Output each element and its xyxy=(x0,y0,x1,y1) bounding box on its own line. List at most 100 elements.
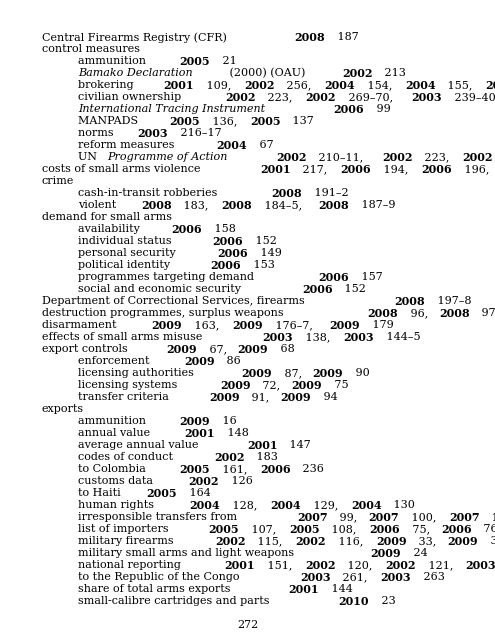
Text: 94: 94 xyxy=(320,392,338,402)
Text: 2002: 2002 xyxy=(342,68,372,79)
Text: 136,: 136, xyxy=(209,116,241,126)
Text: 2005: 2005 xyxy=(289,524,320,535)
Text: 76: 76 xyxy=(481,524,495,534)
Text: 2009: 2009 xyxy=(447,536,478,547)
Text: 194,: 194, xyxy=(380,164,412,174)
Text: destruction programmes, surplus weapons: destruction programmes, surplus weapons xyxy=(42,308,294,318)
Text: irresponsible transfers from: irresponsible transfers from xyxy=(78,512,248,522)
Text: political identity: political identity xyxy=(78,260,181,270)
Text: (2000) (OAU): (2000) (OAU) xyxy=(226,68,316,78)
Text: 2008: 2008 xyxy=(395,296,425,307)
Text: reform measures: reform measures xyxy=(78,140,185,150)
Text: 2009: 2009 xyxy=(370,548,401,559)
Text: share of total arms exports: share of total arms exports xyxy=(78,584,241,594)
Text: programmes targeting demand: programmes targeting demand xyxy=(78,272,264,282)
Text: 2009: 2009 xyxy=(166,344,197,355)
Text: 184–5,: 184–5, xyxy=(261,200,306,210)
Text: 2003: 2003 xyxy=(343,332,374,343)
Text: 2009: 2009 xyxy=(291,380,322,391)
Text: 2008: 2008 xyxy=(222,200,252,211)
Text: availability: availability xyxy=(78,224,150,234)
Text: disarmament: disarmament xyxy=(42,320,127,330)
Text: 68: 68 xyxy=(277,344,295,354)
Text: 2005: 2005 xyxy=(208,524,239,535)
Text: 91,: 91, xyxy=(248,392,273,402)
Text: costs of small arms violence: costs of small arms violence xyxy=(42,164,211,174)
Text: ammunition: ammunition xyxy=(78,56,156,66)
Text: 2009: 2009 xyxy=(241,368,272,379)
Text: Central Firearms Registry (CFR): Central Firearms Registry (CFR) xyxy=(42,32,238,43)
Text: exports: exports xyxy=(42,404,84,414)
Text: annual value: annual value xyxy=(78,428,160,438)
Text: 2002: 2002 xyxy=(385,560,416,571)
Text: 269–70,: 269–70, xyxy=(345,92,396,102)
Text: individual status: individual status xyxy=(78,236,182,246)
Text: 130: 130 xyxy=(391,500,415,510)
Text: 2005: 2005 xyxy=(169,116,200,127)
Text: 2002: 2002 xyxy=(214,452,245,463)
Text: 2008: 2008 xyxy=(141,200,172,211)
Text: enforcement: enforcement xyxy=(78,356,160,366)
Text: 90: 90 xyxy=(352,368,370,378)
Text: 2004: 2004 xyxy=(190,500,220,511)
Text: list of importers: list of importers xyxy=(78,524,179,534)
Text: 2003: 2003 xyxy=(300,572,331,583)
Text: 2004: 2004 xyxy=(405,80,436,91)
Text: 261,: 261, xyxy=(340,572,371,582)
Text: 176–7,: 176–7, xyxy=(272,320,316,330)
Text: 16: 16 xyxy=(219,416,237,426)
Text: 137: 137 xyxy=(289,116,314,126)
Text: 2010: 2010 xyxy=(339,596,369,607)
Text: 263: 263 xyxy=(420,572,445,582)
Text: 210–11,: 210–11, xyxy=(315,152,367,162)
Text: 116,: 116, xyxy=(335,536,367,546)
Text: 2002: 2002 xyxy=(462,152,493,163)
Text: to Haiti: to Haiti xyxy=(78,488,131,498)
Text: 121,: 121, xyxy=(425,560,456,570)
Text: 2008: 2008 xyxy=(271,188,302,199)
Text: 223,: 223, xyxy=(264,92,296,102)
Text: 35: 35 xyxy=(487,536,495,546)
Text: average annual value: average annual value xyxy=(78,440,209,450)
Text: human rights: human rights xyxy=(78,500,164,510)
Text: 2009: 2009 xyxy=(329,320,360,331)
Text: military firearms: military firearms xyxy=(78,536,184,546)
Text: crime: crime xyxy=(42,176,74,186)
Text: transfer criteria: transfer criteria xyxy=(78,392,179,402)
Text: 2004: 2004 xyxy=(270,500,301,511)
Text: customs data: customs data xyxy=(78,476,163,486)
Text: 21: 21 xyxy=(219,56,237,66)
Text: demand for small arms: demand for small arms xyxy=(42,212,172,222)
Text: 2007: 2007 xyxy=(297,512,328,523)
Text: Bamako Declaration: Bamako Declaration xyxy=(78,68,193,78)
Text: 191–2: 191–2 xyxy=(311,188,348,198)
Text: 75,: 75, xyxy=(409,524,434,534)
Text: 2004: 2004 xyxy=(324,80,355,91)
Text: 154,: 154, xyxy=(364,80,396,90)
Text: 2006: 2006 xyxy=(218,248,248,259)
Text: 196,: 196, xyxy=(460,164,493,174)
Text: 2006: 2006 xyxy=(441,524,472,535)
Text: norms: norms xyxy=(78,128,124,138)
Text: 2005: 2005 xyxy=(179,464,210,475)
Text: 87,: 87, xyxy=(281,368,305,378)
Text: 2002: 2002 xyxy=(305,92,336,103)
Text: 2005: 2005 xyxy=(147,488,177,499)
Text: 2007: 2007 xyxy=(449,512,480,523)
Text: 2003: 2003 xyxy=(381,572,411,583)
Text: 2006: 2006 xyxy=(333,104,364,115)
Text: 183: 183 xyxy=(253,452,278,462)
Text: Programme of Action: Programme of Action xyxy=(107,152,227,162)
Text: 2001: 2001 xyxy=(185,428,215,439)
Text: 2009: 2009 xyxy=(376,536,406,547)
Text: 2009: 2009 xyxy=(312,368,343,379)
Text: 75: 75 xyxy=(331,380,348,390)
Text: 101,: 101, xyxy=(489,512,495,522)
Text: 108,: 108, xyxy=(329,524,360,534)
Text: 138,: 138, xyxy=(302,332,334,342)
Text: social and economic security: social and economic security xyxy=(78,284,251,294)
Text: 187–9: 187–9 xyxy=(358,200,396,210)
Text: 2003: 2003 xyxy=(138,128,168,139)
Text: to the Republic of the Congo: to the Republic of the Congo xyxy=(78,572,250,582)
Text: 24: 24 xyxy=(410,548,428,558)
